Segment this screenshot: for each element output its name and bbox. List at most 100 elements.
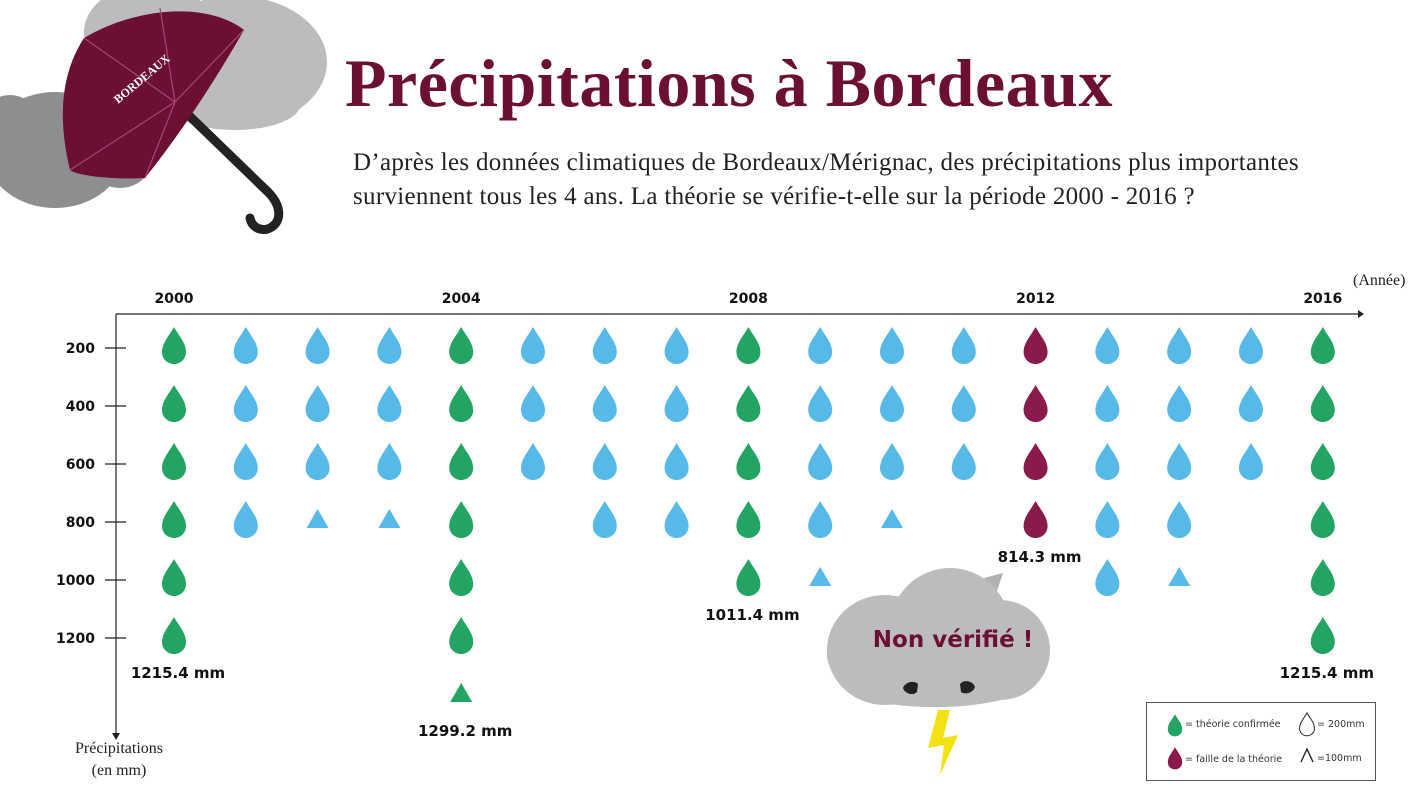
legend: = théorie confirmée = faille de la théor…	[1146, 702, 1376, 781]
chart-title: Précipitations à Bordeaux	[345, 45, 1114, 121]
rain-drop-confirmed	[449, 617, 474, 654]
x-tick-label: 2000	[155, 291, 194, 307]
rain-drop-regular	[1239, 443, 1263, 480]
rain-drop-confirmed	[449, 501, 474, 538]
y-tick-label: 400	[66, 399, 95, 415]
y-axis-label-line2: (en mm)	[92, 762, 147, 779]
rain-drop-regular	[592, 385, 617, 422]
rain-drop-confirmed	[1310, 617, 1335, 654]
rain-drop-regular	[305, 327, 330, 364]
rain-drop-regular	[1095, 443, 1120, 480]
x-tick-labels: 2000 2004 2008 2012 2016	[155, 291, 1343, 307]
rain-drop-confirmed	[1310, 385, 1335, 422]
legend-flaw-label: = faille de la théorie	[1185, 754, 1282, 765]
y-tick-labels: 200 400 600 800 1000 1200	[56, 341, 126, 647]
x-tick-label: 2016	[1303, 291, 1342, 307]
rain-drop-regular	[951, 327, 976, 364]
rain-drop-confirmed	[449, 385, 474, 422]
rain-drop-regular	[1239, 385, 1263, 422]
half-drop-regular	[881, 509, 903, 528]
half-drop-regular	[306, 509, 329, 528]
cloud-eye-left	[903, 681, 918, 695]
half-drop-regular	[809, 567, 832, 586]
value-label: 1299.2 mm	[418, 722, 512, 740]
x-tick-label: 2012	[1016, 291, 1055, 307]
unverified-cloud: Non vérifié !	[827, 568, 1050, 775]
rain-drop-flaw	[1023, 443, 1048, 480]
rain-drop-regular	[1239, 327, 1263, 364]
rain-drop-regular	[1167, 385, 1192, 422]
lightning-icon	[928, 710, 958, 775]
rain-drop-confirmed	[162, 559, 186, 596]
rain-drop-regular	[880, 327, 904, 364]
value-label: 1215.4 mm	[131, 664, 225, 682]
rain-drop-regular	[1095, 559, 1120, 596]
rain-drop-confirmed	[162, 617, 186, 654]
rain-drop-regular	[233, 385, 258, 422]
rain-drop-regular	[377, 327, 402, 364]
rain-drop-confirmed	[162, 443, 186, 480]
rain-drop-regular	[592, 501, 617, 538]
y-tick-label: 800	[66, 515, 95, 531]
rain-drop-regular	[1095, 385, 1120, 422]
half-drop-regular	[378, 509, 401, 528]
rain-drop-regular	[1095, 501, 1120, 538]
rain-drop-regular	[1167, 443, 1192, 480]
rain-drop-regular	[521, 385, 545, 422]
rain-drop-regular	[808, 443, 833, 480]
rain-drop-regular	[521, 443, 545, 480]
legend-full-drop-label: = 200mm	[1317, 719, 1365, 730]
chart-subtitle: D’après les données climatiques de Borde…	[353, 149, 1299, 210]
legend-flaw-swatch	[1167, 747, 1183, 770]
legend-graphic: = théorie confirmée = faille de la théor…	[1167, 712, 1365, 770]
rain-drop-confirmed	[1310, 501, 1335, 538]
legend-half-drop-label: =100mm	[1317, 753, 1362, 764]
rain-drop-regular	[808, 327, 833, 364]
rain-drop-regular	[808, 385, 833, 422]
rain-drop-regular	[305, 385, 330, 422]
value-label: 814.3 mm	[998, 548, 1082, 566]
rain-drop-regular	[951, 385, 976, 422]
rain-drop-regular	[1095, 327, 1120, 364]
y-axis-label-line1: Précipitations	[75, 740, 163, 757]
x-tick-label: 2008	[729, 291, 768, 307]
rain-drop-regular	[808, 501, 833, 538]
rain-drop-confirmed	[162, 327, 186, 364]
rain-drop-regular	[1167, 327, 1192, 364]
rain-drop-confirmed	[449, 443, 474, 480]
rain-drop-regular	[233, 501, 258, 538]
rain-drop-confirmed	[736, 327, 761, 364]
rain-drop-regular	[664, 327, 689, 364]
rain-drop-regular	[1167, 501, 1192, 538]
rain-drop-confirmed	[736, 559, 761, 596]
y-tick-label: 200	[66, 341, 95, 357]
rain-drop-regular	[880, 385, 904, 422]
cloud-eye-right	[960, 681, 975, 694]
rain-drop-regular	[664, 385, 689, 422]
y-tick-label: 1200	[56, 631, 95, 647]
value-labels: 1215.4 mm 1299.2 mm 1011.4 mm 814.3 mm 1215.…	[131, 548, 1374, 740]
rain-drop-regular	[521, 327, 545, 364]
rain-drop-confirmed	[736, 385, 761, 422]
rain-drop-confirmed	[736, 501, 761, 538]
rain-drop-confirmed	[449, 559, 474, 596]
rain-drop-regular	[377, 443, 402, 480]
rain-drop-regular	[880, 443, 904, 480]
rain-drop-regular	[233, 443, 258, 480]
rain-drop-regular	[664, 501, 689, 538]
legend-half-drop-icon	[1300, 747, 1314, 763]
rain-drop-regular	[592, 327, 617, 364]
half-drop-regular	[1168, 567, 1191, 586]
rain-drop-regular	[377, 385, 402, 422]
legend-confirmed-swatch	[1167, 714, 1183, 737]
umbrella-icon: BORDEAUX	[62, 7, 284, 235]
unverified-text: Non vérifié !	[873, 627, 1033, 653]
rain-drop-confirmed	[1310, 327, 1335, 364]
y-tick-label: 1000	[56, 573, 95, 589]
rain-drop-confirmed	[162, 385, 186, 422]
half-drop-confirmed	[450, 683, 473, 702]
value-label: 1215.4 mm	[1280, 664, 1374, 682]
legend-full-drop-icon	[1299, 712, 1315, 737]
rain-drop-regular	[664, 443, 689, 480]
rain-drop-regular	[233, 327, 258, 364]
